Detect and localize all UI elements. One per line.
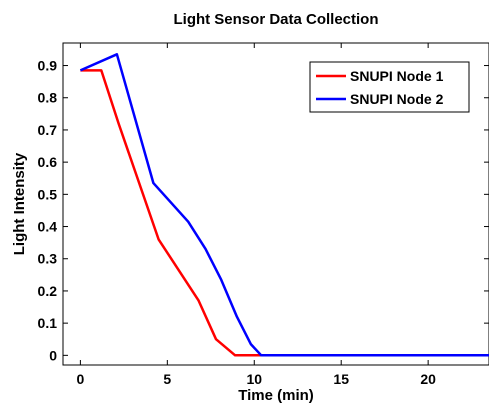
y-axis: 0 0.1 0.2 0.3 0.4 0.5 0.6 0.7 0.8 0.9: [38, 58, 489, 363]
y-tick-label: 0.4: [38, 219, 58, 235]
y-tick-label: 0.6: [38, 154, 58, 170]
legend-label-snupi-node-1: SNUPI Node 1: [350, 68, 444, 84]
series-layer: [79, 53, 489, 357]
legend-box: [309, 61, 470, 113]
legend: SNUPI Node 1 SNUPI Node 2: [309, 61, 470, 113]
y-axis-label: Light Intensity: [11, 152, 28, 255]
x-tick-label: 20: [420, 371, 436, 387]
x-tick-label: 10: [246, 371, 262, 387]
x-tick-label: 0: [76, 371, 84, 387]
y-tick-label: 0: [49, 347, 57, 363]
legend-label-snupi-node-2: SNUPI Node 2: [350, 91, 444, 107]
x-tick-label: 5: [163, 371, 171, 387]
x-tick-label: 15: [333, 371, 349, 387]
x-axis: 0 5 10 15 20: [76, 43, 436, 387]
series-line-snupi-node-1: [80, 69, 489, 357]
y-tick-label: 0.5: [38, 186, 58, 202]
chart-title: Light Sensor Data Collection: [173, 11, 378, 28]
series-line-snupi-node-2: [79, 53, 489, 357]
y-tick-label: 0.2: [38, 283, 58, 299]
x-axis-label: Time (min): [238, 387, 314, 404]
y-tick-label: 0.7: [38, 122, 58, 138]
y-tick-label: 0.3: [38, 251, 58, 267]
y-tick-label: 0.8: [38, 90, 58, 106]
y-tick-label: 0.9: [38, 58, 58, 74]
y-tick-label: 0.1: [38, 315, 58, 331]
